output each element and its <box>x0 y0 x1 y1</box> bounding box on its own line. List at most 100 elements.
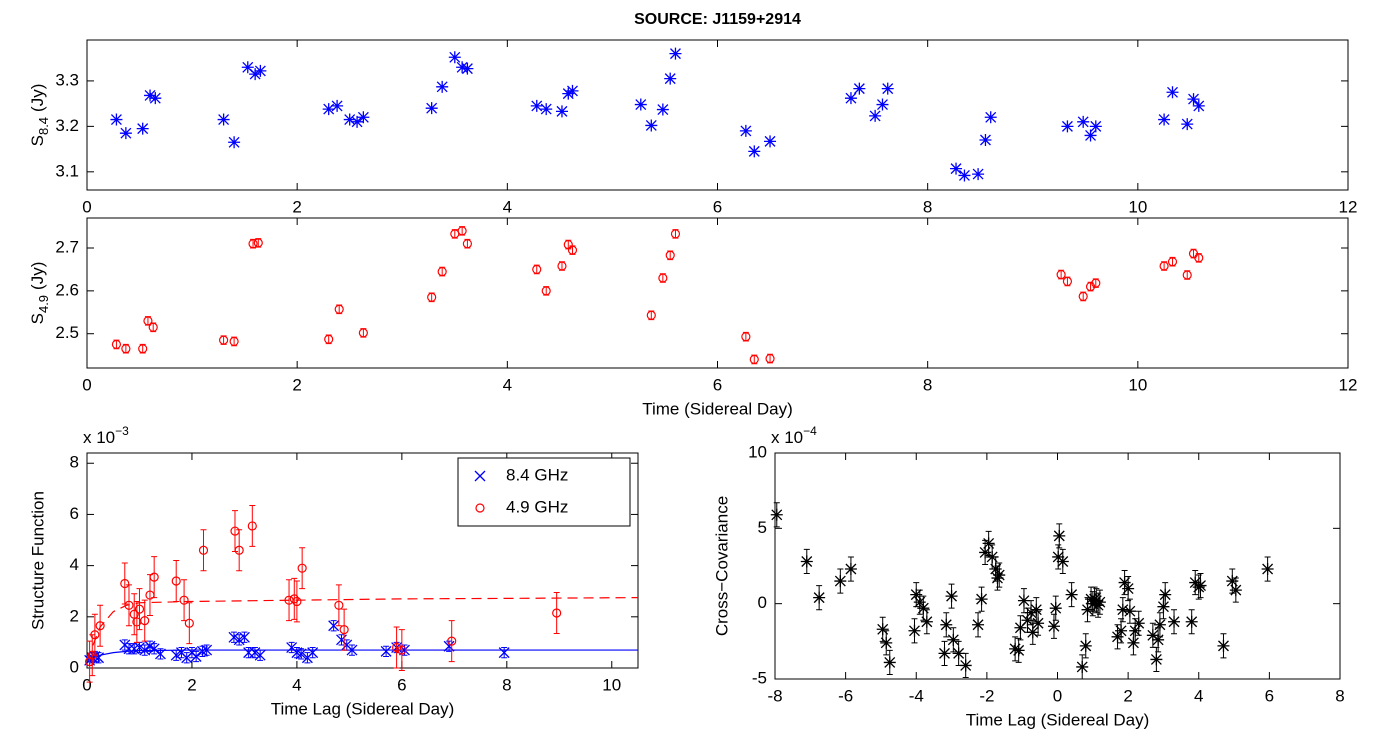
error-bar <box>151 556 158 599</box>
marker <box>436 80 449 93</box>
marker <box>292 596 302 607</box>
marker <box>238 631 250 643</box>
marker <box>228 631 240 643</box>
error-bar <box>398 629 405 672</box>
marker <box>234 545 244 555</box>
marker <box>1116 603 1129 616</box>
marker <box>155 648 166 660</box>
error-bar <box>293 580 300 623</box>
marker <box>741 332 751 342</box>
x-tick-label: 12 <box>1339 375 1358 394</box>
x-tick-label: 10 <box>1128 375 1147 394</box>
marker <box>991 572 1004 585</box>
marker <box>1194 253 1204 263</box>
y-label-subscript: 4.9 <box>36 295 51 313</box>
x-tick-label: 0 <box>1053 686 1062 705</box>
marker <box>1167 257 1178 267</box>
marker <box>853 82 866 95</box>
x-tick-label: -4 <box>909 686 924 705</box>
marker <box>1078 291 1088 302</box>
marker <box>1079 639 1092 652</box>
marker <box>800 555 813 568</box>
marker <box>149 92 162 105</box>
marker <box>1166 86 1179 99</box>
marker <box>645 119 658 132</box>
multiplier-base: x 10 <box>83 428 115 447</box>
y-axis-label: S8.4 (Jy) <box>28 84 51 147</box>
x-tick-label: 4 <box>503 197 512 216</box>
marker <box>1185 615 1198 628</box>
marker <box>979 134 992 146</box>
marker <box>959 659 972 672</box>
marker <box>972 168 985 181</box>
marker <box>143 316 153 326</box>
marker <box>247 521 257 531</box>
y-tick-label: 5 <box>758 518 767 537</box>
marker <box>555 105 568 118</box>
y-tick-label: 3.2 <box>55 116 79 135</box>
marker <box>437 266 447 277</box>
marker <box>1021 614 1034 627</box>
multiplier-exponent: −4 <box>803 424 817 438</box>
marker <box>219 335 229 345</box>
marker <box>392 642 402 653</box>
marker <box>121 344 131 354</box>
x-tick-label: 4 <box>1194 686 1203 705</box>
multiplier-base: x 10 <box>771 428 803 447</box>
y-tick-label: 3.3 <box>55 70 79 89</box>
x-tick-label: 2 <box>1123 686 1132 705</box>
marker <box>307 647 319 659</box>
error-bar <box>136 588 143 631</box>
marker <box>475 503 485 513</box>
marker <box>749 354 759 365</box>
error-bar <box>249 504 256 547</box>
marker <box>664 72 677 85</box>
marker <box>249 68 262 81</box>
y-tick-label: 10 <box>748 442 767 461</box>
x-tick-label: 2 <box>292 375 301 394</box>
axes-frame <box>86 39 1349 191</box>
marker <box>297 563 307 573</box>
marker <box>447 636 457 646</box>
marker <box>346 644 358 656</box>
marker <box>1012 644 1025 657</box>
marker <box>136 122 149 135</box>
marker <box>993 569 1006 582</box>
axis-multiplier: x 10−4 <box>771 424 817 447</box>
y-label-symbol: S <box>28 313 47 324</box>
marker <box>201 644 213 656</box>
marker <box>124 600 134 610</box>
marker <box>646 310 656 320</box>
marker <box>952 647 965 660</box>
error-bar <box>173 560 180 602</box>
marker <box>425 102 438 115</box>
chart-title: SOURCE: J1159+2914 <box>634 11 801 28</box>
marker <box>144 89 157 102</box>
marker <box>917 602 930 615</box>
marker <box>448 51 461 64</box>
marker <box>253 238 263 248</box>
marker <box>462 239 473 249</box>
marker <box>770 508 783 521</box>
marker <box>541 286 551 296</box>
marker <box>1089 120 1102 133</box>
error-bar <box>299 547 306 590</box>
marker <box>1061 120 1074 133</box>
marker <box>1192 99 1205 112</box>
error-bar <box>186 602 193 645</box>
marker <box>1025 606 1038 619</box>
marker <box>876 623 889 636</box>
x-tick-label: 2 <box>187 675 196 694</box>
marker <box>958 169 971 182</box>
x-tick-label: -8 <box>767 686 782 705</box>
marker <box>148 643 160 655</box>
y-tick-label: 6 <box>70 504 79 523</box>
x-tick-label: 4 <box>503 375 512 394</box>
marker <box>1118 576 1131 589</box>
marker <box>95 621 105 631</box>
marker <box>1158 113 1171 126</box>
x-tick-label: -6 <box>838 686 853 705</box>
marker <box>111 339 122 350</box>
marker <box>972 618 985 631</box>
marker <box>989 563 1002 576</box>
